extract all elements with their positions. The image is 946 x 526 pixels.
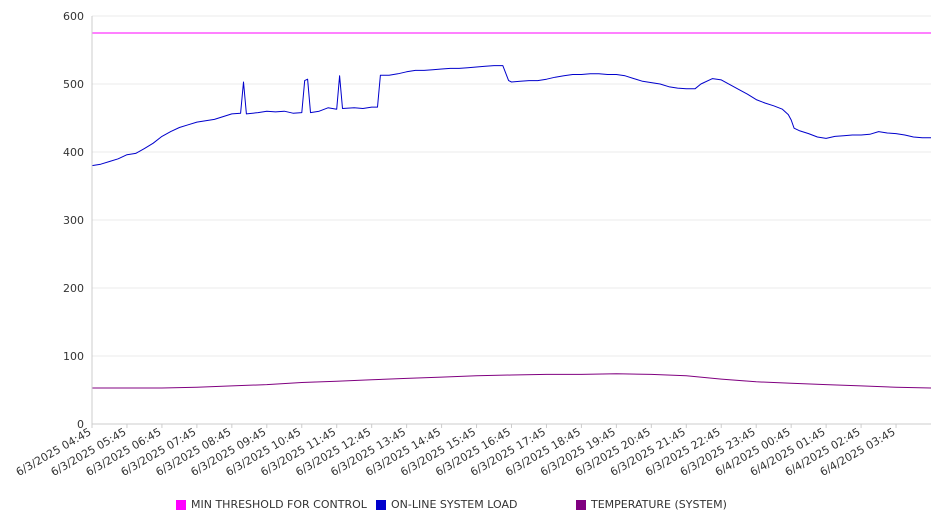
- legend-swatch-system-load: [376, 499, 386, 510]
- y-tick-label: 0: [77, 418, 84, 431]
- y-tick-label: 600: [63, 10, 84, 23]
- legend-item-system-load: ON-LINE SYSTEM LOAD: [376, 498, 517, 511]
- y-tick-label: 500: [63, 78, 84, 91]
- legend-label-system-load: ON-LINE SYSTEM LOAD: [391, 498, 518, 511]
- series-lines: [91, 32, 932, 389]
- y-tick-label: 400: [63, 146, 84, 159]
- legend-swatch-temperature: [576, 499, 586, 510]
- legend-item-min-threshold: MIN THRESHOLD FOR CONTROL: [176, 498, 367, 511]
- y-tick-label: 200: [63, 282, 84, 295]
- y-tick-label: 100: [63, 350, 84, 363]
- temperature-line: [92, 373, 932, 389]
- legend-item-temperature: TEMPERATURE (SYSTEM): [576, 498, 727, 511]
- legend-label-min-threshold: MIN THRESHOLD FOR CONTROL: [191, 498, 367, 511]
- y-axis-ticks: 0 100 200 300 400 500 600: [63, 10, 84, 431]
- grid-lines: [92, 15, 931, 357]
- legend: MIN THRESHOLD FOR CONTROL ON-LINE SYSTEM…: [0, 498, 946, 514]
- y-tick-label: 300: [63, 214, 84, 227]
- x-axis-ticks: 6/3/2025 04:456/3/2025 05:456/3/2025 06:…: [14, 424, 898, 479]
- legend-label-temperature: TEMPERATURE (SYSTEM): [591, 498, 727, 511]
- legend-swatch-min-threshold: [176, 499, 186, 510]
- system-load-line: [91, 65, 931, 167]
